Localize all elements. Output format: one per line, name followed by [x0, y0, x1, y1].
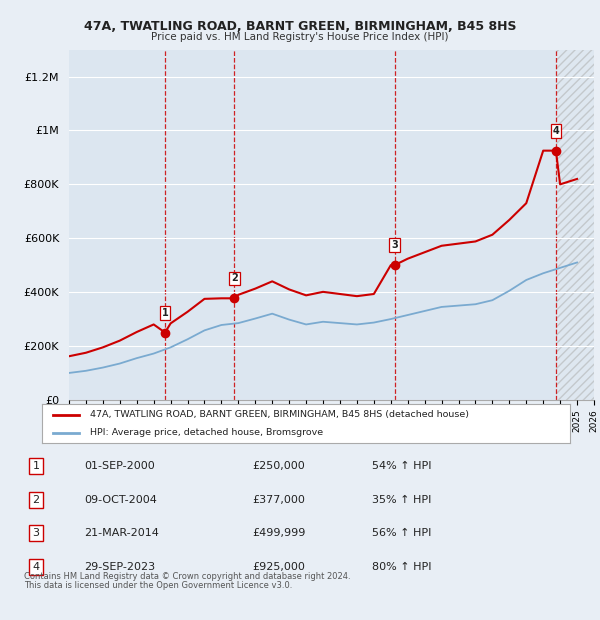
Bar — [556, 50, 594, 400]
Bar — [556, 50, 594, 400]
Text: 4: 4 — [553, 126, 559, 136]
Text: 1: 1 — [32, 461, 40, 471]
Text: £499,999: £499,999 — [252, 528, 305, 538]
Text: Contains HM Land Registry data © Crown copyright and database right 2024.: Contains HM Land Registry data © Crown c… — [24, 572, 350, 581]
Text: 35% ↑ HPI: 35% ↑ HPI — [372, 495, 431, 505]
Text: 54% ↑ HPI: 54% ↑ HPI — [372, 461, 431, 471]
Text: £377,000: £377,000 — [252, 495, 305, 505]
Text: 47A, TWATLING ROAD, BARNT GREEN, BIRMINGHAM, B45 8HS: 47A, TWATLING ROAD, BARNT GREEN, BIRMING… — [84, 20, 516, 33]
Text: 3: 3 — [32, 528, 40, 538]
Text: 47A, TWATLING ROAD, BARNT GREEN, BIRMINGHAM, B45 8HS (detached house): 47A, TWATLING ROAD, BARNT GREEN, BIRMING… — [89, 410, 469, 419]
Text: This data is licensed under the Open Government Licence v3.0.: This data is licensed under the Open Gov… — [24, 582, 292, 590]
Text: 09-OCT-2004: 09-OCT-2004 — [84, 495, 157, 505]
Text: 2: 2 — [231, 273, 238, 283]
Text: HPI: Average price, detached house, Bromsgrove: HPI: Average price, detached house, Brom… — [89, 428, 323, 437]
Text: £925,000: £925,000 — [252, 562, 305, 572]
Text: £250,000: £250,000 — [252, 461, 305, 471]
Text: 3: 3 — [391, 241, 398, 250]
Text: 21-MAR-2014: 21-MAR-2014 — [84, 528, 159, 538]
Text: 80% ↑ HPI: 80% ↑ HPI — [372, 562, 431, 572]
Text: 56% ↑ HPI: 56% ↑ HPI — [372, 528, 431, 538]
Text: Price paid vs. HM Land Registry's House Price Index (HPI): Price paid vs. HM Land Registry's House … — [151, 32, 449, 42]
Text: 1: 1 — [161, 308, 169, 317]
Text: 29-SEP-2023: 29-SEP-2023 — [84, 562, 155, 572]
Text: 2: 2 — [32, 495, 40, 505]
Text: 01-SEP-2000: 01-SEP-2000 — [84, 461, 155, 471]
Text: 4: 4 — [32, 562, 40, 572]
